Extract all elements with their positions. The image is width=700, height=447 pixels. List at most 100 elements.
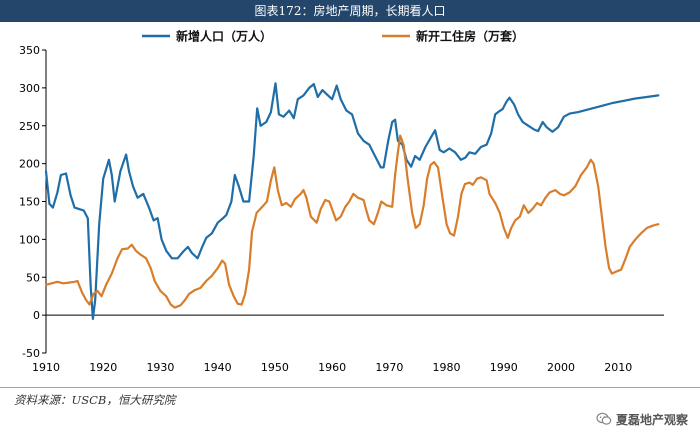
data-point <box>233 295 235 297</box>
data-point <box>502 108 504 110</box>
x-tick-label: 1920 <box>89 361 117 374</box>
data-point <box>569 191 571 193</box>
data-point <box>52 207 54 209</box>
data-point <box>480 146 482 148</box>
data-point <box>549 191 551 193</box>
data-point <box>131 244 133 246</box>
data-point <box>65 172 67 175</box>
data-point <box>397 140 399 142</box>
y-tick-label: 200 <box>19 158 40 171</box>
data-point <box>344 206 346 208</box>
data-point <box>374 155 376 157</box>
data-point <box>199 287 202 289</box>
data-point <box>100 295 103 297</box>
data-point <box>634 238 637 240</box>
data-point <box>608 267 610 269</box>
data-point <box>345 110 347 112</box>
data-point <box>602 223 604 225</box>
data-point <box>399 135 401 137</box>
y-tick-label: 350 <box>19 44 40 57</box>
data-point <box>142 193 144 195</box>
data-point <box>317 96 319 98</box>
data-point <box>87 217 89 219</box>
data-point <box>474 153 476 155</box>
data-point <box>92 318 94 320</box>
data-point <box>441 197 444 199</box>
data-point <box>74 207 76 209</box>
data-point <box>574 185 576 187</box>
data-point <box>224 263 226 265</box>
data-point <box>586 166 588 168</box>
data-point <box>449 232 451 234</box>
x-tick-label: 1960 <box>318 361 346 374</box>
data-point <box>121 248 123 250</box>
data-point <box>446 223 448 225</box>
data-point <box>98 223 100 225</box>
data-point <box>424 146 426 148</box>
data-point <box>365 210 367 212</box>
legend-label-1: 新增人口（万人） <box>176 29 272 44</box>
data-point <box>569 113 571 115</box>
data-point <box>507 237 509 239</box>
data-point <box>119 170 121 172</box>
data-point <box>331 98 333 100</box>
x-tick-label: 1910 <box>32 361 60 374</box>
data-point <box>45 284 47 286</box>
data-point <box>340 98 342 100</box>
data-point <box>611 272 613 275</box>
data-point <box>290 206 292 208</box>
data-point <box>439 149 441 151</box>
data-point <box>320 208 322 210</box>
data-point <box>434 129 436 131</box>
data-point <box>546 126 548 128</box>
source-divider <box>0 387 700 388</box>
data-point <box>90 284 92 286</box>
data-point <box>457 216 459 218</box>
data-point <box>78 208 80 210</box>
data-point <box>464 157 466 159</box>
data-point <box>294 198 296 200</box>
data-point <box>159 290 161 292</box>
data-point <box>407 178 409 180</box>
data-point <box>403 144 405 146</box>
data-point <box>238 185 240 187</box>
data-point <box>201 246 203 248</box>
data-point <box>554 189 556 191</box>
data-point <box>260 125 262 127</box>
data-point <box>74 281 76 283</box>
data-point <box>248 200 250 203</box>
data-point <box>464 183 466 185</box>
data-point <box>453 235 455 237</box>
data-point <box>652 225 654 227</box>
legend-label-2: 新开工住房（万套） <box>416 29 524 44</box>
y-tick-label: -50 <box>22 347 40 360</box>
data-point <box>600 105 602 107</box>
data-point <box>157 217 159 219</box>
y-tick-label: 250 <box>19 120 40 133</box>
data-point <box>128 170 130 172</box>
data-point <box>273 166 275 168</box>
data-point <box>270 179 272 181</box>
data-point <box>377 212 379 214</box>
series-line-2 <box>44 134 660 309</box>
data-point <box>536 202 538 204</box>
data-point <box>217 222 219 224</box>
data-point <box>540 204 542 206</box>
data-point <box>577 111 579 113</box>
data-point <box>300 193 302 195</box>
data-point <box>448 147 450 150</box>
y-tick-label: 0 <box>33 309 40 322</box>
data-point <box>387 140 389 142</box>
data-point <box>297 98 299 100</box>
data-point <box>497 111 499 113</box>
data-point <box>94 299 96 301</box>
axis-layer: -50 0 50 100 150 200 250 300 350 1910 1920 1930 1940… <box>19 44 664 374</box>
data-point <box>657 94 659 96</box>
data-point <box>187 246 189 248</box>
data-point <box>266 200 268 203</box>
data-point <box>182 250 184 253</box>
data-point <box>426 178 428 180</box>
data-point <box>154 280 156 282</box>
data-point <box>580 174 582 176</box>
data-point <box>506 100 508 103</box>
